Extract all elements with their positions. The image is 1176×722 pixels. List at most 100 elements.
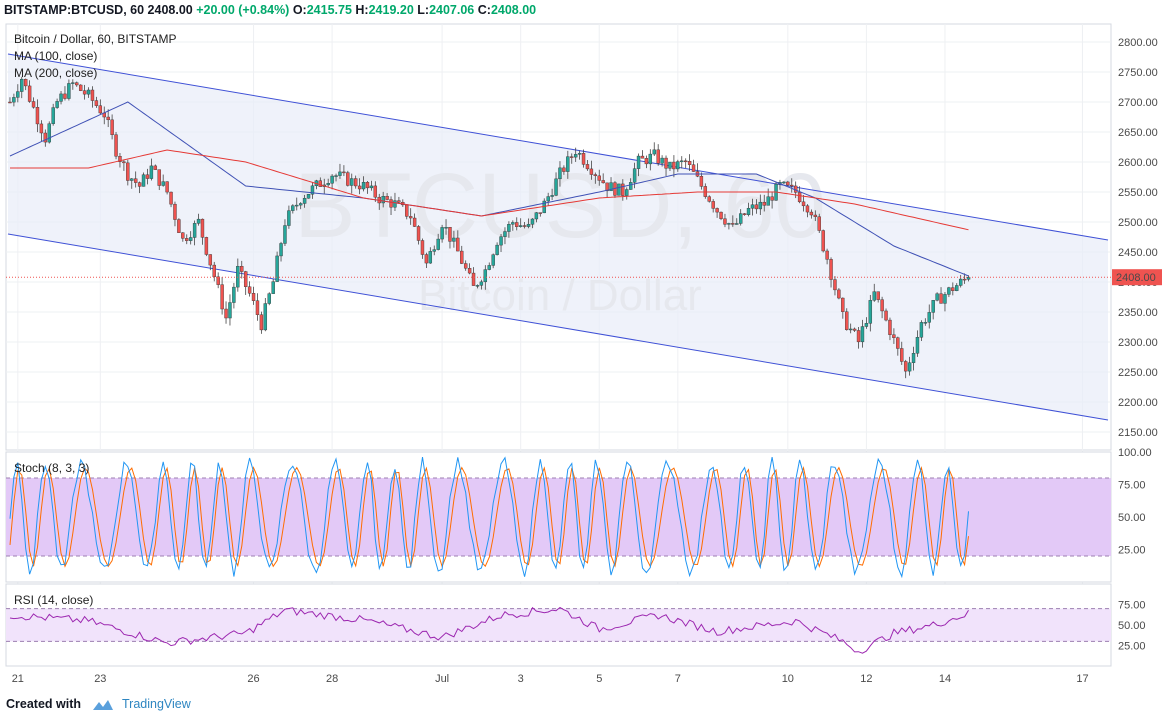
candle-body (200, 218, 205, 238)
candle-body (573, 154, 578, 158)
candle-body (310, 185, 315, 195)
candle-body (47, 123, 51, 143)
candle-body (742, 213, 747, 215)
candle-body (133, 178, 138, 183)
chart-canvas[interactable]: BTCUSD, 60 Bitcoin / Dollar Bitcoin / Do… (0, 22, 1176, 690)
candle-body (283, 225, 287, 244)
candle-body (208, 254, 213, 266)
price-tick-label: 2550.00 (1118, 187, 1158, 199)
channel-lower-line[interactable] (7, 233, 1109, 421)
price-axis[interactable]: 2800.00 2750.00 2700.00 2650.00 2600.00 2550.… (1118, 37, 1158, 439)
rsi-axis[interactable]: 75.00 50.00 25.00 (1118, 600, 1146, 653)
price-tick-label: 2250.00 (1118, 367, 1158, 379)
price-badge: 2408.00 (1112, 269, 1162, 286)
candle-body (687, 160, 692, 165)
candle-body (644, 158, 649, 165)
stoch-tick-label: 100.00 (1118, 447, 1152, 459)
candle-body (660, 157, 664, 164)
open-label: O: (292, 3, 307, 17)
candle-body (656, 149, 660, 164)
candle-body (291, 205, 295, 211)
candle-body (746, 207, 751, 215)
candle-body (236, 266, 240, 288)
candle-body (499, 236, 503, 246)
price-change: +20.00 (+0.84%) (196, 3, 290, 17)
price-pane[interactable]: BTCUSD, 60 Bitcoin / Dollar Bitcoin / Do… (5, 23, 1162, 666)
candle-body (302, 198, 307, 204)
price-tick-label: 2750.00 (1118, 67, 1158, 79)
rsi-band (6, 608, 1111, 642)
candle-body (165, 181, 169, 193)
candle-body (966, 276, 971, 280)
candle-body (648, 153, 653, 165)
candle-body (20, 78, 24, 92)
stoch-tick-label: 25.00 (1118, 545, 1146, 557)
candle-body (676, 161, 680, 170)
candle-body (821, 230, 825, 252)
candle-body (939, 293, 943, 304)
candle-body (39, 123, 44, 134)
stoch-axis[interactable]: 100.00 75.00 50.00 25.00 (1118, 447, 1152, 557)
candle-body (597, 175, 601, 181)
candle-body (385, 196, 389, 200)
time-axis[interactable]: 21 23 26 28 Jul 3 5 7 10 12 14 17 (12, 673, 1089, 685)
candle-body (605, 182, 609, 192)
candle-body (628, 182, 633, 190)
candle-body (581, 153, 586, 165)
candle-body (436, 238, 440, 250)
candle-body (369, 185, 374, 189)
candle-body (86, 89, 91, 95)
candle-body (664, 157, 668, 169)
time-tick-label: 26 (247, 673, 259, 685)
candle-body (271, 281, 275, 294)
rsi-pane[interactable]: RSI (14, close) 75.00 50.00 25.00 (5, 583, 1146, 667)
candle-body (845, 311, 849, 330)
legend-ma100[interactable]: MA (100, close) (14, 49, 97, 63)
candle-body (471, 272, 476, 286)
candle-body (738, 213, 743, 224)
candle-body (137, 182, 142, 187)
candle-body (617, 183, 621, 196)
chart-title: Bitcoin / Dollar, 60, BITSTAMP (14, 32, 177, 46)
candle-body (27, 85, 32, 102)
candle-body (181, 232, 185, 239)
candle-body (330, 175, 334, 184)
channel-upper-line[interactable] (7, 53, 1109, 241)
candle-body (287, 210, 291, 226)
candle-body (161, 181, 165, 186)
candle-body (463, 263, 468, 269)
candle-body (495, 244, 499, 255)
candle-body (699, 176, 704, 187)
candle-body (365, 181, 370, 189)
time-tick-label: 10 (782, 673, 794, 685)
candle-body (416, 226, 421, 241)
footer: Created with TradingView (0, 690, 1176, 722)
legend-ma200[interactable]: MA (200, close) (14, 66, 97, 80)
stoch-pane[interactable]: Stoch (8, 3, 3) 100.00 75.00 50.00 25.00 (5, 447, 1152, 583)
price-tick-label: 2300.00 (1118, 337, 1158, 349)
candle-body (255, 300, 260, 315)
candle-body (691, 164, 696, 172)
candle-body (467, 268, 472, 274)
candle-body (188, 237, 193, 241)
candle-body (251, 293, 256, 301)
candle-body (196, 218, 201, 224)
candle-body (554, 178, 558, 196)
candle-body (279, 243, 283, 257)
candle-body (621, 183, 625, 196)
candle-body (562, 167, 566, 172)
candle-body (864, 323, 869, 327)
rsi-title: RSI (14, close) (14, 593, 93, 607)
candle-body (683, 160, 688, 163)
candle-body (110, 119, 114, 135)
candle-body (860, 326, 865, 343)
high-value: 2419.20 (368, 3, 414, 17)
candle-body (460, 250, 464, 264)
symbol-label[interactable]: BITSTAMP:BTCUSD, 60 (4, 3, 145, 17)
candle-body (405, 204, 409, 217)
tradingview-link[interactable]: TradingView (121, 697, 191, 711)
candle-body (82, 90, 87, 95)
candle-body (735, 223, 739, 225)
price-tick-label: 2350.00 (1118, 307, 1158, 319)
time-tick-label: 17 (1076, 673, 1088, 685)
